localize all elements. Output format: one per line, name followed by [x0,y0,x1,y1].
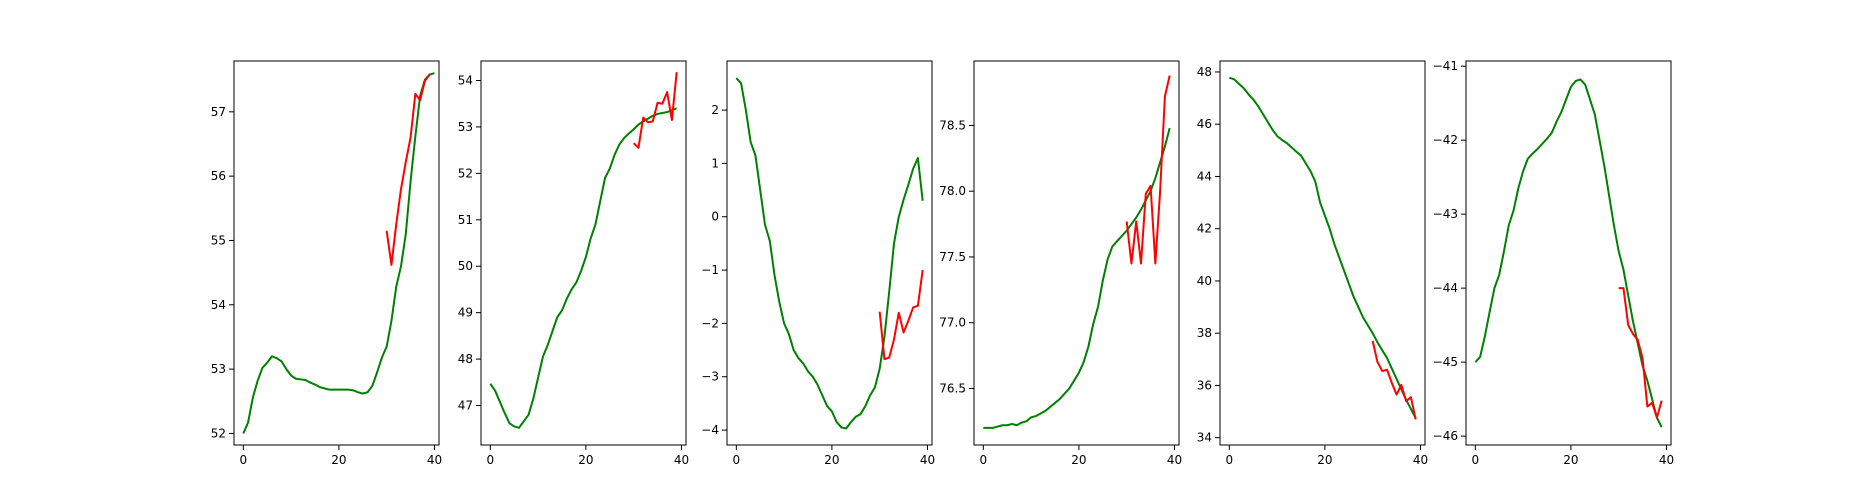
axes-frame [233,60,440,446]
y-tick-label: 44 [1197,169,1212,183]
red-series-line [1371,340,1417,420]
x-tick-label: 0 [239,453,247,467]
y-tick-label: 78.5 [939,118,966,132]
x-tick-label: 40 [427,453,442,467]
x-tick-label: 0 [1471,453,1479,467]
red-series-line [385,73,431,266]
y-tick-label: −43 [1433,207,1458,221]
y-tick-label: 54 [211,298,226,312]
y-tick-label: 57 [211,105,226,119]
y-tick-label: 53 [211,362,226,376]
x-tick-label: 20 [578,453,593,467]
y-tick-label: 51 [458,213,473,227]
x-tick-label: 20 [1071,453,1086,467]
x-tick-label: 40 [1167,453,1182,467]
axes-frame [726,60,933,446]
y-tick-label: −42 [1433,133,1458,147]
x-tick-label: 40 [1413,453,1428,467]
x-tick-label: 20 [331,453,346,467]
axes-frame [1465,60,1672,446]
x-tick-label: 20 [1563,453,1578,467]
chart-panel-4: 0 20 40 76.5 77.0 77.5 78.0 78.5 [939,60,1182,467]
y-tick-label: 48 [1197,65,1212,79]
y-tick-label: −44 [1433,281,1458,295]
y-tick-label: 36 [1197,378,1212,392]
x-tick-label: 40 [920,453,935,467]
y-tick-label: −41 [1433,59,1458,73]
y-tick-label: 40 [1197,274,1212,288]
x-tick-label: 40 [1659,453,1674,467]
y-tick-label: −1 [701,263,719,277]
green-series-line [242,72,435,434]
y-tick-label: −46 [1433,429,1458,443]
axes-frame [973,60,1180,446]
chart-panel-2: 0 20 40 47 48 49 50 51 52 53 54 [458,60,689,467]
y-tick-label: 77.5 [939,250,966,264]
x-tick-label: 40 [674,453,689,467]
green-series-line [1229,76,1417,419]
green-series-line [735,77,924,430]
green-series-line [1474,78,1663,428]
axes-frame [1219,60,1426,446]
chart-panel-6: 0 20 40 −46 −45 −44 −43 −42 −41 [1433,59,1674,467]
x-tick-label: 0 [486,453,494,467]
y-tick-label: 34 [1197,431,1212,445]
y-tick-label: −45 [1433,355,1458,369]
y-tick-label: 76.5 [939,381,966,395]
y-tick-label: 52 [458,166,473,180]
y-tick-label: 48 [458,352,473,366]
x-tick-label: 0 [1225,453,1233,467]
y-tick-label: 56 [211,169,226,183]
y-tick-label: 78.0 [939,184,966,198]
x-tick-label: 0 [732,453,740,467]
y-tick-label: 50 [458,259,473,273]
chart-panel-5: 0 20 40 34 36 38 40 42 44 46 48 [1197,60,1428,467]
red-series-line [1618,287,1663,419]
chart-panel-3: 0 20 40 −4 −3 −2 −1 0 1 2 [701,60,935,467]
y-tick-label: 53 [458,120,473,134]
y-tick-label: 52 [211,426,226,440]
red-series-line [632,72,678,149]
red-series-line [878,269,924,361]
y-tick-label: 47 [458,399,473,413]
chart-panel-1: 0 20 40 52 53 54 55 56 57 [211,60,442,467]
y-tick-label: −4 [701,423,719,437]
y-tick-label: 77.0 [939,316,966,330]
y-tick-label: 42 [1197,222,1212,236]
y-tick-label: −2 [701,316,719,330]
x-tick-label: 20 [824,453,839,467]
y-tick-label: 2 [711,103,719,117]
axes-frame [480,60,687,446]
y-tick-label: 55 [211,233,226,247]
y-tick-label: 1 [711,156,719,170]
y-tick-label: −3 [701,370,719,384]
green-series-line [983,127,1171,429]
red-series-line [1125,75,1171,265]
y-tick-label: 0 [711,210,719,224]
x-tick-label: 20 [1317,453,1332,467]
green-series-line [489,107,678,429]
y-tick-label: 46 [1197,117,1212,131]
y-tick-label: 54 [458,74,473,88]
y-tick-label: 49 [458,306,473,320]
x-tick-label: 0 [979,453,987,467]
y-tick-label: 38 [1197,326,1212,340]
